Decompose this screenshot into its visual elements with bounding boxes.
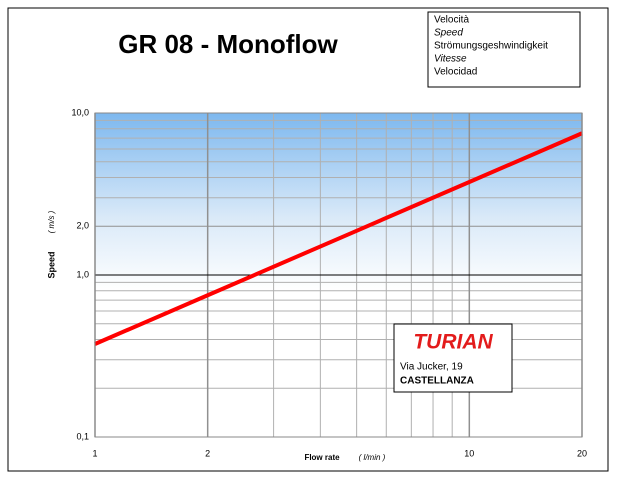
y-tick-label: 2,0 bbox=[76, 221, 89, 231]
brand-box bbox=[393, 323, 513, 393]
plot-border bbox=[94, 112, 583, 438]
y-tick-label: 10,0 bbox=[71, 107, 89, 117]
brand-city: CASTELLANZA bbox=[400, 376, 474, 387]
legend-box bbox=[427, 11, 581, 88]
data-line bbox=[94, 131, 583, 346]
brand-name: TURIAN bbox=[413, 331, 493, 354]
legend-line: Speed bbox=[434, 28, 463, 39]
y-axis-unit: ( m/s ) bbox=[47, 210, 56, 233]
series bbox=[94, 131, 583, 346]
x-tick-label: 10 bbox=[464, 448, 474, 458]
x-tick-label: 20 bbox=[577, 448, 587, 458]
y-axis-label: Speed bbox=[46, 251, 56, 278]
legend-line: Velocidad bbox=[434, 67, 477, 78]
legend-line: Vitesse bbox=[434, 54, 467, 65]
x-tick-label: 1 bbox=[92, 448, 97, 458]
legend-line: Velocità bbox=[434, 15, 469, 26]
brand-address: Via Jucker, 19 bbox=[400, 362, 463, 373]
y-tick-label: 0,1 bbox=[76, 431, 89, 441]
chart-title: GR 08 - Monoflow bbox=[118, 29, 338, 59]
y-tick-label: 1,0 bbox=[76, 269, 89, 279]
x-axis-label: Flow rate bbox=[304, 453, 340, 462]
x-axis-unit: ( l/min ) bbox=[359, 453, 386, 462]
legend-line: Strömungsgeshwindigkeit bbox=[434, 41, 548, 52]
x-tick-label: 2 bbox=[205, 448, 210, 458]
